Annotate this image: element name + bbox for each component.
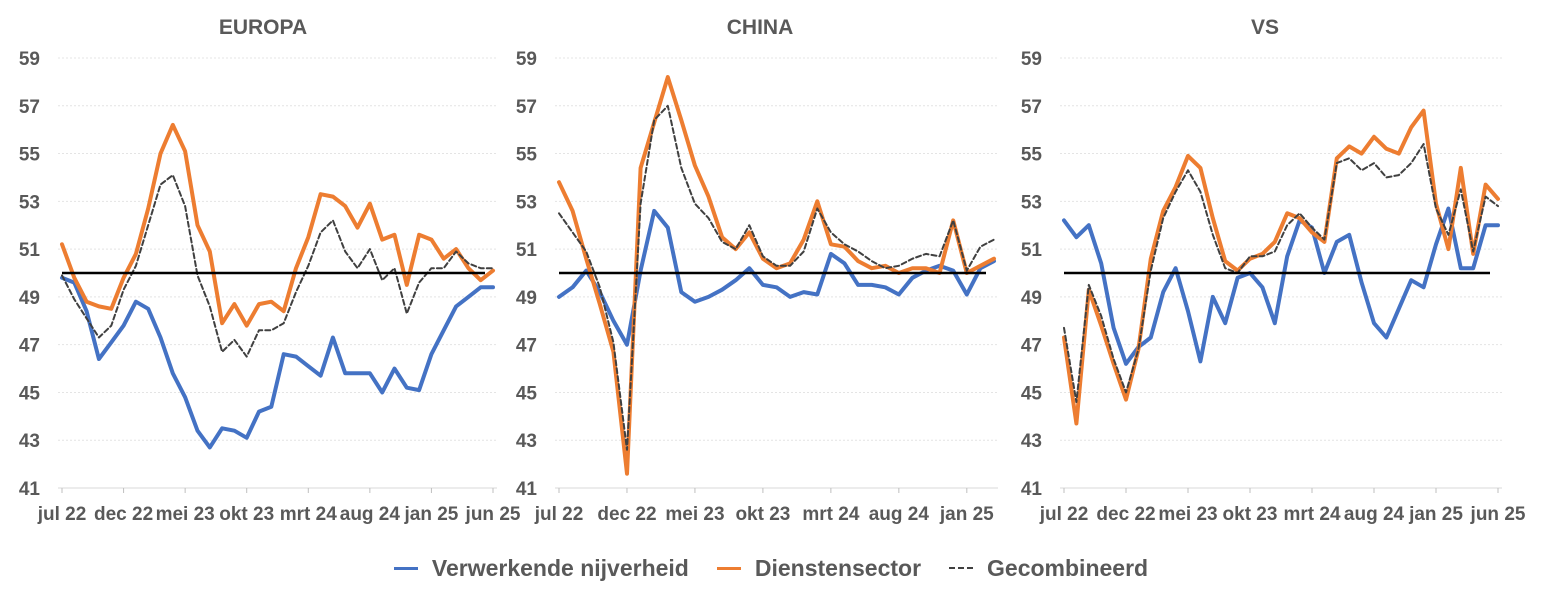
legend-label-manufacturing: Verwerkende nijverheid (431, 554, 689, 581)
series-line-combined (1063, 143, 1499, 403)
legend-swatch-combined (949, 567, 974, 569)
x-tick-label: mei 23 (1158, 504, 1217, 525)
y-tick-label: 51 (1021, 240, 1043, 261)
legend-item-services: Dienstensector (716, 554, 922, 582)
y-tick-label: 57 (516, 97, 537, 118)
y-tick-label: 45 (19, 383, 41, 404)
y-tick-label: 53 (1021, 192, 1042, 213)
x-tick-label: mrt 24 (802, 504, 859, 525)
chart-title: EUROPA (219, 16, 307, 39)
y-tick-label: 59 (516, 49, 537, 70)
y-tick-label: 43 (1021, 431, 1042, 452)
y-tick-label: 55 (1021, 145, 1043, 166)
x-tick-label: mei 23 (665, 504, 724, 525)
legend-item-combined: Gecombineerd (949, 555, 1148, 582)
y-tick-label: 47 (516, 336, 537, 357)
x-tick-label: okt 23 (735, 504, 790, 525)
y-tick-label: 51 (19, 240, 41, 261)
y-tick-label: 57 (19, 97, 40, 118)
x-tick-label: jul 22 (534, 504, 584, 525)
y-tick-label: 45 (516, 383, 538, 404)
series-line-services (60, 122, 495, 328)
x-tick-label: aug 24 (869, 504, 930, 525)
y-tick-label: 51 (516, 240, 538, 261)
x-tick-label: jul 22 (1039, 504, 1089, 525)
y-tick-label: 43 (516, 431, 537, 452)
y-tick-label: 43 (19, 431, 40, 452)
legend-swatch-manufacturing (393, 566, 418, 570)
y-tick-label: 49 (1021, 288, 1042, 309)
x-tick-label: aug 24 (340, 504, 401, 525)
legend-swatch-services (716, 566, 741, 570)
x-tick-label: dec 22 (597, 504, 656, 525)
x-tick-label: jan 25 (1408, 504, 1463, 525)
x-tick-label: jul 22 (37, 504, 87, 525)
x-tick-label: jan 25 (403, 504, 458, 525)
y-tick-label: 49 (19, 288, 40, 309)
series-line-manufacturing (60, 275, 495, 450)
legend-label-combined: Gecombineerd (987, 554, 1149, 581)
y-tick-label: 55 (516, 145, 538, 166)
series-line-combined (61, 174, 494, 358)
y-tick-label: 41 (516, 479, 538, 500)
chart-legend: Verwerkende nijverheid Dienstensector Ge… (0, 548, 1542, 588)
series-line-services (557, 75, 996, 476)
y-tick-label: 57 (1021, 97, 1042, 118)
y-tick-label: 53 (19, 192, 40, 213)
y-tick-label: 53 (516, 192, 537, 213)
y-tick-label: 55 (19, 145, 41, 166)
x-tick-label: mei 23 (156, 504, 215, 525)
series-line-combined (558, 104, 995, 451)
x-tick-label: dec 22 (94, 504, 153, 525)
x-tick-label: aug 24 (1344, 504, 1405, 525)
x-tick-label: okt 23 (1223, 504, 1278, 525)
y-tick-label: 59 (1021, 49, 1042, 70)
y-tick-label: 59 (19, 49, 40, 70)
chart-title: VS (1251, 16, 1279, 39)
y-tick-label: 47 (19, 336, 40, 357)
series-line-manufacturing (557, 208, 996, 347)
y-tick-label: 45 (1021, 383, 1043, 404)
chart-title: CHINA (727, 16, 794, 39)
y-tick-label: 41 (1021, 479, 1043, 500)
x-tick-label: mrt 24 (1283, 504, 1340, 525)
x-tick-label: mrt 24 (280, 504, 337, 525)
y-tick-label: 47 (1021, 336, 1042, 357)
x-tick-label: dec 22 (1096, 504, 1155, 525)
x-tick-label: jun 25 (1470, 504, 1526, 525)
x-tick-label: jun 25 (465, 504, 521, 525)
legend-item-manufacturing: Verwerkende nijverheid (393, 554, 689, 582)
series-line-services (1062, 108, 1500, 426)
legend-label-services: Dienstensector (754, 554, 922, 581)
x-tick-label: okt 23 (219, 504, 274, 525)
y-tick-label: 49 (516, 288, 537, 309)
y-tick-label: 41 (19, 479, 41, 500)
x-tick-label: jan 25 (939, 504, 994, 525)
